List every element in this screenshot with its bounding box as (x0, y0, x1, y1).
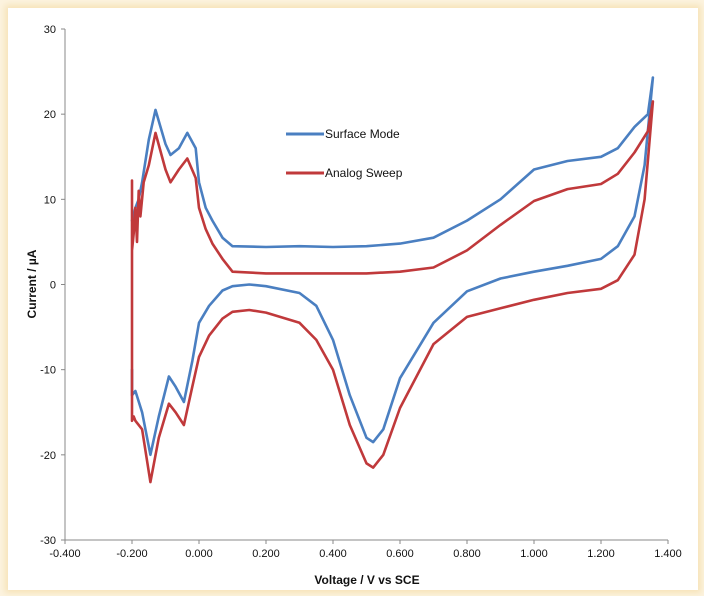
x-tick-label: -0.200 (116, 548, 147, 560)
x-axis-title: Voltage / V vs SCE (314, 573, 419, 587)
x-tick-label: 0.600 (386, 548, 414, 560)
series-line-analog-sweep (130, 100, 655, 484)
y-tick-label: -20 (40, 450, 56, 462)
x-tick-label: 0.800 (453, 548, 481, 560)
x-tick-label: 1.000 (520, 548, 548, 560)
y-tick-label: 10 (44, 194, 56, 206)
x-tick-label: 0.000 (185, 548, 213, 560)
legend-label-surface-mode: Surface Mode (325, 127, 400, 141)
y-axis-ticks: 30 20 10 0 -10 -20 -30 (40, 24, 65, 547)
chart-frame: -0.400 -0.200 0.000 0.200 0.400 0.600 0.800 1.0… (8, 8, 698, 590)
legend-label-analog-sweep: Analog Sweep (325, 166, 403, 180)
y-tick-label: 0 (50, 280, 56, 292)
y-axis-title: Current / µA (25, 249, 39, 318)
legend: Surface Mode Analog Sweep (286, 127, 403, 180)
series-layer (130, 76, 655, 484)
y-tick-label: 20 (44, 109, 56, 121)
series-line-surface-mode (130, 76, 655, 457)
x-axis-ticks: -0.400 -0.200 0.000 0.200 0.400 0.600 0.800 1.0… (49, 540, 682, 560)
x-tick-label: 1.400 (654, 548, 682, 560)
x-tick-label: 0.200 (252, 548, 280, 560)
x-tick-label: -0.400 (49, 548, 80, 560)
y-tick-label: -10 (40, 365, 56, 377)
y-tick-label: 30 (44, 24, 56, 36)
y-tick-label: -30 (40, 535, 56, 547)
x-tick-label: 0.400 (319, 548, 347, 560)
cyclic-voltammogram-chart: -0.400 -0.200 0.000 0.200 0.400 0.600 0.800 1.0… (25, 24, 682, 587)
x-tick-label: 1.200 (587, 548, 615, 560)
